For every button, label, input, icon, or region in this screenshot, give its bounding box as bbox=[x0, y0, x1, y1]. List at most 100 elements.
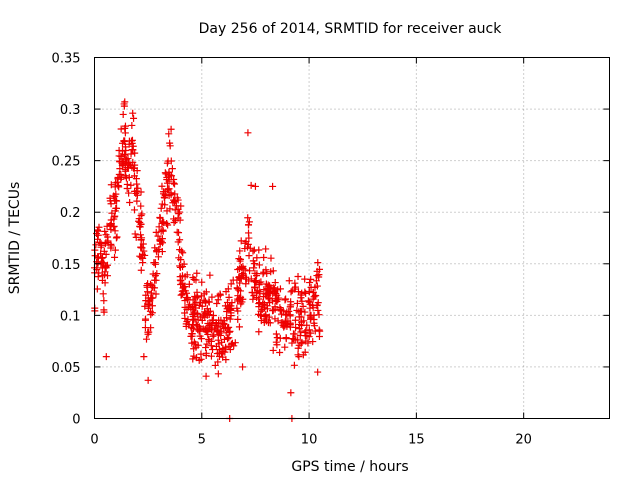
data-point bbox=[291, 279, 299, 287]
data-point bbox=[259, 270, 267, 278]
data-point bbox=[305, 326, 313, 334]
data-point bbox=[102, 353, 110, 361]
data-point bbox=[152, 228, 160, 236]
data-point bbox=[111, 183, 119, 191]
data-point bbox=[144, 376, 152, 384]
data-point bbox=[183, 295, 191, 303]
data-point bbox=[264, 281, 272, 289]
data-point bbox=[177, 256, 185, 264]
data-point bbox=[159, 227, 167, 235]
y-tick-label: 0 bbox=[72, 413, 80, 428]
data-point bbox=[144, 294, 152, 302]
data-point bbox=[291, 330, 299, 338]
data-point bbox=[163, 207, 171, 215]
data-point bbox=[213, 350, 221, 358]
data-point bbox=[246, 267, 254, 275]
x-tick-label: 0 bbox=[90, 433, 98, 448]
data-point bbox=[223, 314, 231, 322]
data-point bbox=[271, 285, 279, 293]
data-point bbox=[217, 331, 225, 339]
data-point bbox=[99, 290, 107, 298]
data-point bbox=[103, 222, 111, 230]
data-point bbox=[260, 268, 268, 276]
data-point bbox=[181, 309, 189, 317]
y-tick-labels: 0 0.05 0.1 0.15 0.2 0.25 0.3 0.35 bbox=[52, 52, 81, 428]
x-tick-label: 5 bbox=[198, 433, 206, 448]
data-point bbox=[302, 289, 310, 297]
data-point bbox=[281, 296, 289, 304]
data-point bbox=[297, 307, 305, 315]
data-point bbox=[174, 214, 182, 222]
data-point bbox=[182, 322, 190, 330]
data-point bbox=[255, 279, 263, 287]
data-point bbox=[294, 272, 302, 280]
data-point bbox=[98, 258, 106, 266]
data-point bbox=[127, 150, 135, 158]
data-point bbox=[288, 339, 296, 347]
axis-ticks bbox=[94, 57, 610, 419]
data-point bbox=[93, 285, 101, 293]
data-point bbox=[209, 312, 217, 320]
data-point bbox=[208, 293, 216, 301]
data-point bbox=[132, 187, 140, 195]
data-point bbox=[276, 334, 284, 342]
data-point bbox=[113, 178, 121, 186]
data-point bbox=[120, 137, 128, 145]
y-tick-label: 0.2 bbox=[60, 206, 81, 221]
data-point bbox=[259, 293, 267, 301]
data-point bbox=[298, 297, 306, 305]
data-point bbox=[233, 284, 241, 292]
data-point bbox=[135, 215, 143, 223]
data-point bbox=[92, 241, 100, 249]
data-point bbox=[132, 233, 140, 241]
data-point bbox=[202, 349, 210, 357]
data-points bbox=[91, 98, 324, 422]
data-point bbox=[137, 266, 145, 274]
data-point bbox=[220, 335, 228, 343]
data-point bbox=[117, 125, 125, 133]
data-point bbox=[101, 268, 109, 276]
data-point bbox=[291, 316, 299, 324]
data-point bbox=[245, 234, 253, 242]
data-point bbox=[190, 352, 198, 360]
data-point bbox=[307, 283, 315, 291]
data-point bbox=[290, 361, 298, 369]
y-tick-label: 0.3 bbox=[60, 103, 81, 118]
data-point bbox=[137, 231, 145, 239]
data-point bbox=[151, 284, 159, 292]
data-point bbox=[189, 310, 197, 318]
data-point bbox=[315, 332, 323, 340]
data-point bbox=[174, 196, 182, 204]
data-point bbox=[250, 246, 258, 254]
data-point bbox=[180, 283, 188, 291]
data-point bbox=[223, 305, 231, 313]
data-point bbox=[188, 330, 196, 338]
data-point bbox=[282, 311, 290, 319]
data-point bbox=[273, 341, 281, 349]
data-point bbox=[101, 279, 109, 287]
data-point bbox=[224, 334, 232, 342]
data-point bbox=[201, 308, 209, 316]
data-point bbox=[158, 182, 166, 190]
plot-frame bbox=[94, 57, 610, 419]
data-point bbox=[171, 206, 179, 214]
data-point bbox=[267, 254, 275, 262]
data-point bbox=[264, 291, 272, 299]
data-point bbox=[191, 293, 199, 301]
data-point bbox=[110, 215, 118, 223]
data-point bbox=[209, 346, 217, 354]
data-point bbox=[314, 306, 322, 314]
x-tick-label: 10 bbox=[301, 433, 318, 448]
data-point bbox=[158, 200, 166, 208]
data-point bbox=[311, 327, 319, 335]
data-point bbox=[104, 272, 112, 280]
data-point bbox=[222, 356, 230, 364]
data-point bbox=[143, 335, 150, 343]
data-point bbox=[299, 351, 307, 359]
data-point bbox=[301, 275, 309, 283]
data-point bbox=[176, 246, 184, 254]
data-point bbox=[304, 297, 312, 305]
data-point bbox=[287, 288, 295, 296]
data-point bbox=[228, 339, 236, 347]
